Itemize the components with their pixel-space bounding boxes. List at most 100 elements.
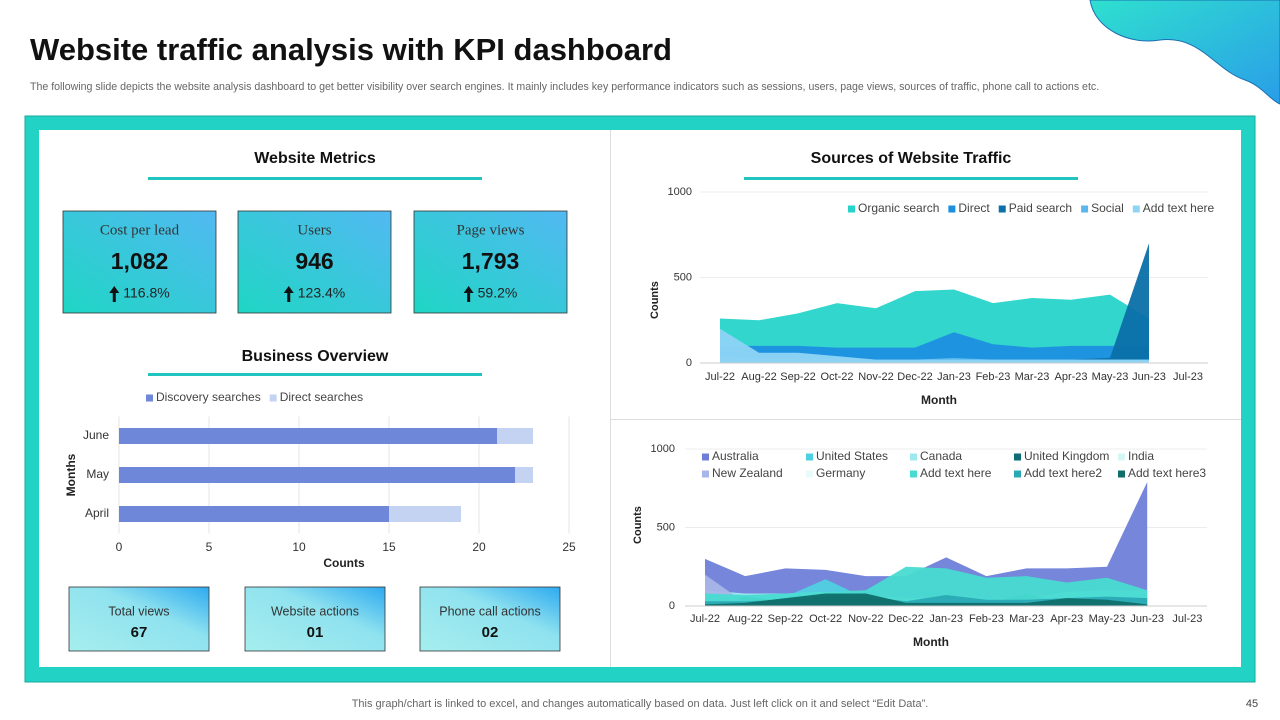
y-tick-label: 500: [657, 521, 675, 533]
legend-label: Social: [1091, 201, 1124, 215]
underline: [148, 373, 482, 376]
x-tick-label: May-23: [1089, 613, 1126, 625]
up-arrow: [283, 286, 294, 302]
summary-label: Phone call actions: [439, 604, 540, 618]
metric-value: 1,082: [111, 248, 169, 274]
x-tick-label: Oct-22: [809, 613, 842, 625]
x-tick-label: Apr-23: [1054, 371, 1087, 383]
summary-card: [68, 586, 210, 652]
bar: [497, 428, 533, 444]
x-tick-label: 10: [292, 540, 306, 554]
legend-swatch: [1118, 470, 1125, 478]
legend-label: Discovery searches: [156, 390, 261, 404]
legend-swatch: [948, 205, 956, 213]
legend-swatch: [269, 394, 277, 402]
x-tick-label: Jun-23: [1132, 371, 1166, 383]
up-arrow: [463, 286, 474, 302]
summary-label: Website actions: [271, 604, 359, 618]
x-tick-label: Mar-23: [1009, 613, 1044, 625]
x-tick-label: 5: [206, 540, 213, 554]
y-tick-label: 0: [686, 357, 692, 369]
summary-label: Total views: [108, 604, 169, 618]
metric-label: Page views: [457, 222, 525, 238]
legend-swatch: [806, 453, 813, 461]
x-tick-label: Sep-22: [780, 371, 815, 383]
legend-label: United States: [816, 449, 888, 463]
summary-value: 67: [131, 624, 148, 641]
x-tick-label: Nov-22: [848, 613, 883, 625]
x-tick-label: Nov-22: [858, 371, 893, 383]
bar: [515, 467, 533, 483]
legend-label: Paid search: [1009, 201, 1072, 215]
y-axis-label: Counts: [632, 506, 644, 544]
metric-change: 116.8%: [123, 285, 169, 301]
summary-card: [419, 586, 561, 652]
area: [705, 593, 1148, 606]
y-tick-label: May: [86, 467, 109, 481]
bar: [119, 467, 515, 483]
page-number: 45: [1246, 698, 1258, 710]
x-tick-label: Jan-23: [937, 371, 971, 383]
x-tick-label: Jul-23: [1173, 371, 1203, 383]
x-tick-label: Sep-22: [768, 613, 803, 625]
section-title: Website Metrics: [254, 150, 376, 167]
legend-swatch: [1081, 205, 1089, 213]
x-tick-label: Aug-22: [727, 613, 762, 625]
x-axis-label: Month: [921, 393, 957, 407]
metric-change: 59.2%: [478, 285, 518, 301]
section-title: Business Overview: [242, 348, 389, 365]
summary-card: [244, 586, 386, 652]
x-tick-label: May-23: [1092, 371, 1129, 383]
legend-swatch: [1014, 453, 1021, 461]
bar: [389, 506, 461, 522]
legend-label: India: [1128, 449, 1154, 463]
section-title: Sources of Website Traffic: [811, 150, 1012, 167]
legend-swatch: [806, 470, 813, 478]
up-arrow: [109, 286, 120, 302]
legend-label: Germany: [816, 466, 865, 480]
x-tick-label: Apr-23: [1050, 613, 1083, 625]
area: [705, 481, 1148, 606]
summary-value: 02: [482, 624, 499, 641]
y-axis-label: Months: [64, 453, 78, 496]
area: [720, 332, 1149, 363]
x-tick-label: Jul-23: [1172, 613, 1202, 625]
legend-swatch: [146, 394, 153, 402]
bar: [119, 506, 389, 522]
x-tick-label: 20: [472, 540, 486, 554]
metric-value: 1,793: [462, 248, 520, 274]
x-tick-label: Oct-22: [820, 371, 853, 383]
metric-card: [237, 210, 392, 314]
legend-swatch: [702, 470, 709, 478]
legend-label: United Kingdom: [1024, 449, 1109, 463]
x-tick-label: Dec-22: [897, 371, 932, 383]
legend-label: Add text here: [920, 466, 992, 480]
page-subtitle: The following slide depicts the website …: [30, 81, 1099, 93]
legend-label: Add text here3: [1128, 466, 1206, 480]
legend-swatch: [1118, 453, 1125, 461]
y-tick-label: 500: [674, 271, 692, 283]
bar: [119, 428, 497, 444]
corner-decoration: [1089, 0, 1280, 105]
x-tick-label: 15: [382, 540, 396, 554]
legend-swatch: [702, 453, 709, 461]
y-tick-label: June: [83, 428, 109, 442]
y-tick-label: 0: [669, 600, 675, 612]
legend-label: Add text here: [1143, 201, 1215, 215]
x-tick-label: Feb-23: [976, 371, 1011, 383]
area: [720, 328, 1149, 363]
legend-swatch: [848, 205, 855, 213]
y-tick-label: 1000: [668, 186, 692, 198]
y-tick-label: 1000: [651, 443, 675, 455]
legend-label: Australia: [712, 449, 759, 463]
x-tick-label: Dec-22: [888, 613, 923, 625]
area: [720, 289, 1149, 363]
x-tick-label: Mar-23: [1015, 371, 1050, 383]
x-tick-label: Jul-22: [705, 371, 735, 383]
x-tick-label: 0: [116, 540, 123, 554]
x-tick-label: Jul-22: [690, 613, 720, 625]
legend-swatch: [998, 205, 1006, 213]
underline: [148, 177, 482, 180]
footer-note: This graph/chart is linked to excel, and…: [352, 698, 929, 710]
